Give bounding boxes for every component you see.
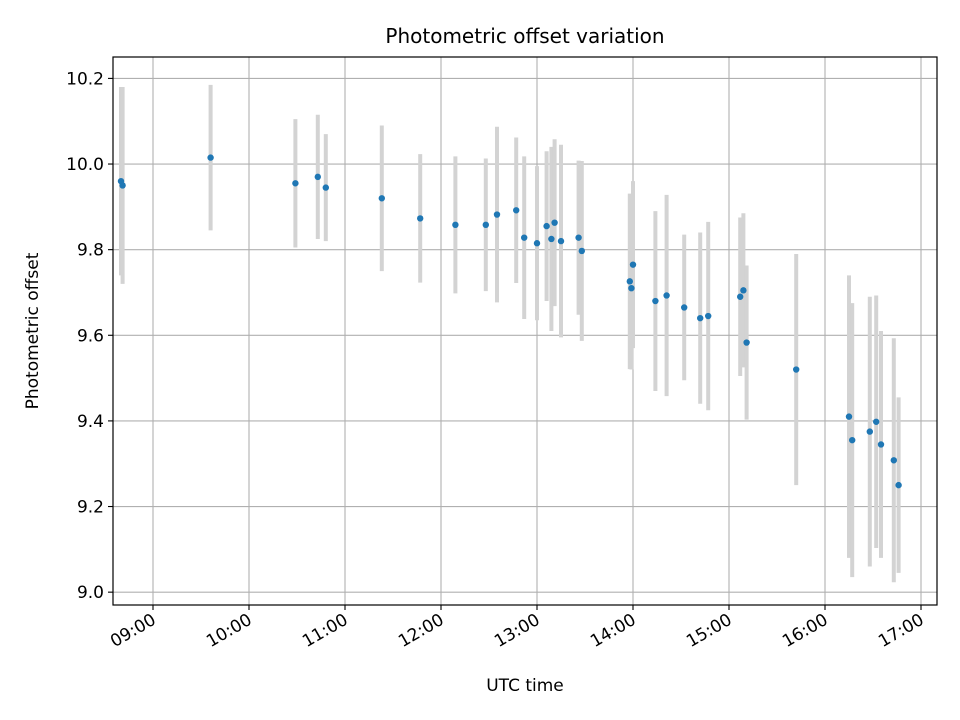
data-point [482,221,489,229]
data-point [737,293,744,300]
data-point [793,366,800,373]
data-point [743,339,750,346]
data-point [417,215,424,222]
y-axis-label: Photometric offset [23,252,43,409]
y-tick-label: 9.2 [77,498,104,518]
data-point [890,457,897,464]
x-axis-label: UTC time [486,676,564,696]
data-point [378,195,385,202]
y-tick-label: 10.0 [66,155,104,175]
data-point [557,237,565,245]
y-tick-label: 9.8 [77,241,104,261]
data-point [521,234,528,241]
data-point [533,240,541,247]
data-point [866,428,873,435]
data-point [697,314,704,322]
data-point [629,261,637,268]
data-point [513,207,520,214]
data-point [873,418,880,425]
data-point [119,182,126,189]
data-point [652,297,659,305]
plot-frame [112,56,938,606]
data-point [493,211,501,218]
data-point [578,247,585,255]
data-point [849,436,856,444]
data-point [322,184,329,191]
data-points [117,154,902,489]
data-point [628,284,635,292]
data-point [575,234,582,241]
data-point [207,154,214,161]
data-point [877,441,885,448]
data-point [543,222,550,230]
data-point [895,481,902,489]
data-point [845,413,853,420]
data-point [551,219,558,226]
y-tick-label: 9.0 [77,583,104,603]
data-point [548,235,555,243]
chart-title: Photometric offset variation [385,24,664,48]
data-point [452,221,459,229]
data-point [314,173,321,181]
data-point [740,287,747,294]
data-point [705,312,712,320]
y-tick-label: 9.6 [77,326,104,346]
data-point [663,292,670,299]
data-point [681,304,688,311]
data-point [626,278,633,285]
y-tick-label: 10.2 [66,69,104,89]
data-point [292,180,299,187]
y-tick-label: 9.4 [77,412,104,432]
